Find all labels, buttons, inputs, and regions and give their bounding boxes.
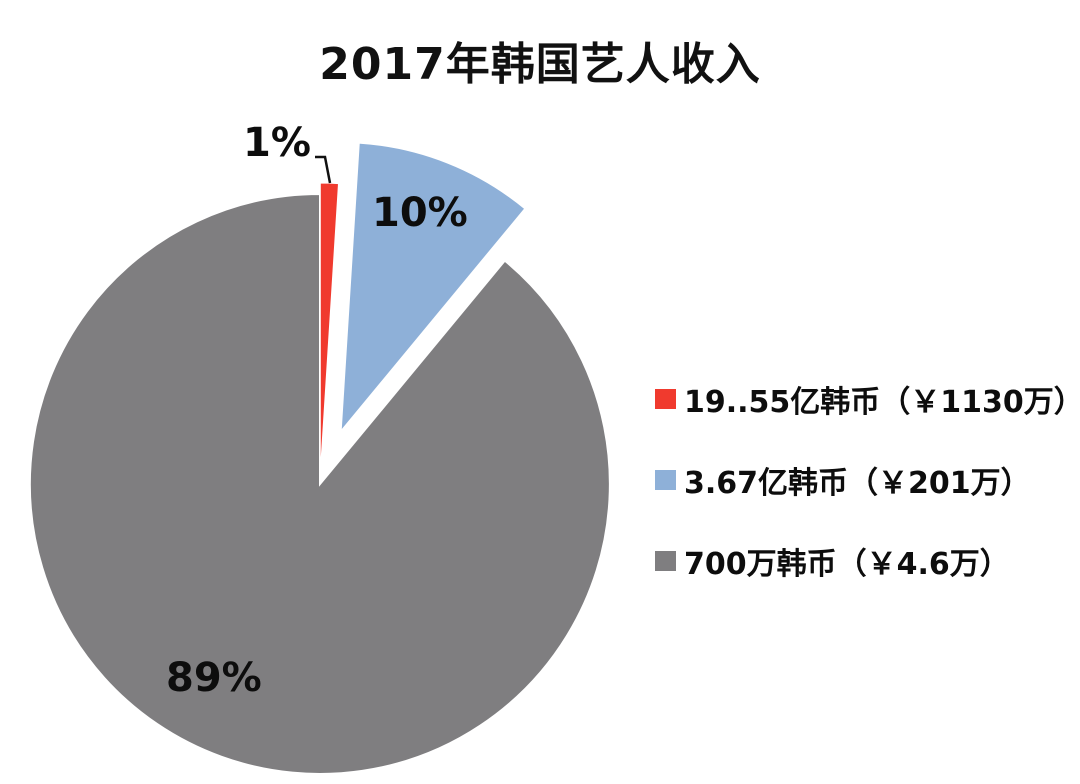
pie-slice-blue (339, 141, 527, 436)
legend-item-gray: 700万韩币（￥4.6万） (655, 520, 1080, 601)
legend-swatch-blue (655, 469, 676, 490)
legend-item-blue: 3.67亿韩币（￥201万） (655, 439, 1080, 520)
legend-swatch-red (655, 388, 676, 409)
pie-slice-gray (28, 192, 611, 775)
leader-line (315, 155, 332, 184)
pie-slice-red (319, 182, 340, 474)
legend-swatch-gray (655, 550, 676, 571)
data-label-blue: 10% (372, 190, 468, 236)
data-label-red: 1% (243, 120, 311, 166)
legend-item-red: 19..55亿韩币（￥1130万） (655, 358, 1080, 439)
chart-title: 2017年韩国艺人收入 (319, 39, 761, 90)
legend-label: 3.67亿韩币（￥201万） (684, 465, 1031, 501)
legend-label: 19..55亿韩币（￥1130万） (684, 384, 1080, 420)
data-label-gray: 89% (166, 655, 262, 701)
legend-label: 700万韩币（￥4.6万） (684, 546, 1010, 582)
legend: 19..55亿韩币（￥1130万） 3.67亿韩币（￥201万） 700万韩币（… (655, 358, 1080, 601)
